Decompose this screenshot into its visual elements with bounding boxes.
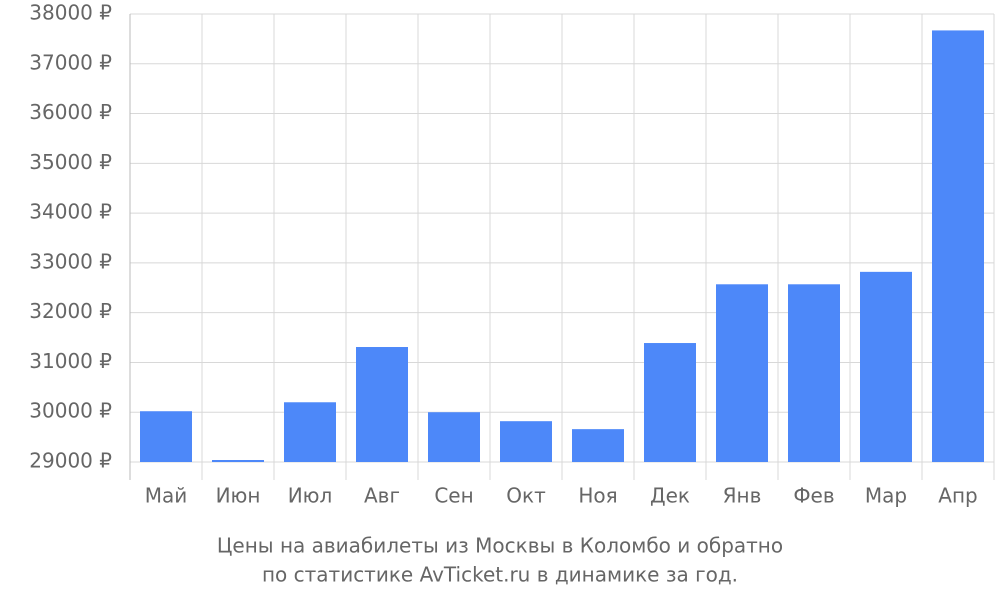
y-tick-label: 31000 ₽ xyxy=(29,349,112,373)
x-tick-label: Апр xyxy=(938,484,977,508)
x-tick-label: Янв xyxy=(723,484,762,508)
x-tick-label: Май xyxy=(145,484,188,508)
bar xyxy=(212,460,264,462)
bar xyxy=(356,347,408,462)
bar xyxy=(140,411,192,462)
x-tick-label: Мар xyxy=(865,484,907,508)
y-tick-label: 37000 ₽ xyxy=(29,50,112,74)
y-tick-label: 38000 ₽ xyxy=(29,1,112,25)
y-tick-label: 34000 ₽ xyxy=(29,200,112,224)
chart-title: по статистике AvTicket.ru в динамике за … xyxy=(262,563,738,587)
x-tick-label: Фев xyxy=(793,484,834,508)
bar xyxy=(716,284,768,462)
x-tick-label: Сен xyxy=(434,484,473,508)
bar xyxy=(788,284,840,462)
y-tick-label: 36000 ₽ xyxy=(29,100,112,124)
x-tick-label: Июл xyxy=(288,484,333,508)
bar xyxy=(644,343,696,462)
x-tick-label: Авг xyxy=(364,484,400,508)
y-tick-label: 29000 ₽ xyxy=(29,449,112,473)
y-tick-label: 30000 ₽ xyxy=(29,399,112,423)
bar xyxy=(428,412,480,462)
x-tick-label: Ноя xyxy=(578,484,617,508)
bar xyxy=(572,429,624,462)
bar xyxy=(860,271,912,462)
bar xyxy=(284,402,336,462)
x-tick-label: Дек xyxy=(650,484,690,508)
bar xyxy=(932,30,984,462)
y-tick-label: 35000 ₽ xyxy=(29,150,112,174)
bar xyxy=(500,421,552,462)
y-tick-label: 32000 ₽ xyxy=(29,299,112,323)
chart-title: Цены на авиабилеты из Москвы в Коломбо и… xyxy=(217,534,783,558)
y-tick-label: 33000 ₽ xyxy=(29,249,112,273)
x-tick-label: Окт xyxy=(506,484,546,508)
x-tick-label: Июн xyxy=(216,484,261,508)
